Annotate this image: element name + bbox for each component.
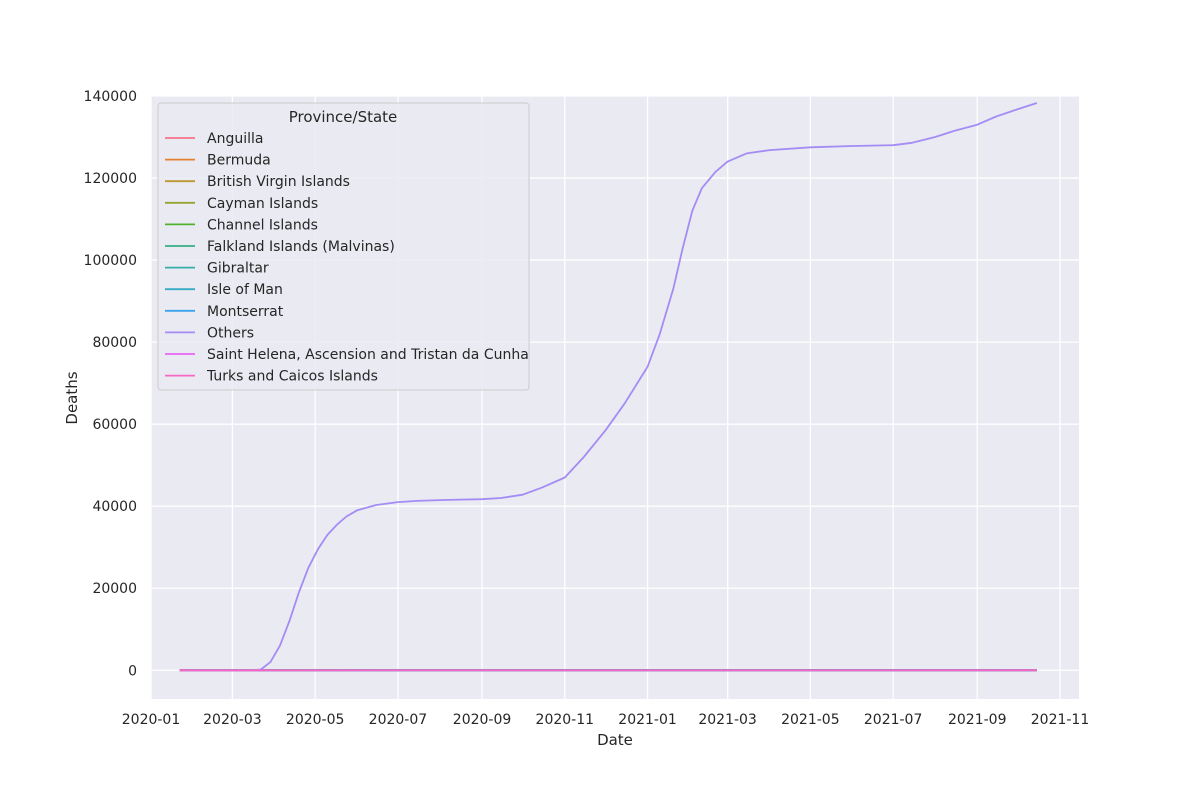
legend-label: Channel Islands — [207, 217, 318, 233]
x-tick-label: 2020-01 — [122, 712, 181, 728]
legend-item: Anguilla — [165, 131, 263, 147]
y-tick-label: 0 — [128, 663, 137, 679]
legend-label: Cayman Islands — [207, 196, 318, 212]
legend-label: Bermuda — [207, 153, 271, 169]
x-tick-label: 2021-11 — [1031, 712, 1090, 728]
legend-label: Turks and Caicos Islands — [206, 369, 378, 385]
x-tick-label: 2020-05 — [286, 712, 345, 728]
legend-item: Channel Islands — [165, 217, 318, 233]
legend-item: Bermuda — [165, 153, 271, 169]
y-tick-label: 100000 — [84, 253, 137, 269]
legend-item: Falkland Islands (Malvinas) — [165, 239, 395, 255]
y-axis-label: Deaths — [63, 371, 81, 424]
legend-item: Gibraltar — [165, 261, 269, 277]
legend-item: Montserrat — [165, 304, 284, 320]
x-tick-label: 2021-07 — [864, 712, 923, 728]
legend-label: Falkland Islands (Malvinas) — [207, 239, 395, 255]
legend-label: Montserrat — [207, 304, 284, 320]
legend-label: Anguilla — [207, 131, 263, 147]
legend-label: Saint Helena, Ascension and Tristan da C… — [207, 347, 529, 363]
legend: Province/State Anguilla Bermuda British Vi… — [157, 102, 530, 391]
y-tick-label: 40000 — [92, 499, 137, 515]
x-tick-label: 2020-09 — [453, 712, 512, 728]
y-tick-label: 80000 — [92, 335, 137, 351]
legend-items: Anguilla Bermuda British Virgin Islands Cay… — [165, 131, 529, 385]
legend-label: Gibraltar — [207, 261, 269, 277]
legend-item: Others — [165, 325, 254, 341]
x-axis-label: Date — [597, 731, 633, 749]
tick-labels: 2020-01 2020-03 2020-05 2020-07 2020-09 2020-… — [84, 89, 1090, 728]
x-tick-label: 2021-03 — [698, 712, 757, 728]
legend-item: Turks and Caicos Islands — [165, 369, 378, 385]
legend-label: Isle of Man — [207, 282, 283, 298]
y-tick-label: 140000 — [84, 89, 137, 105]
x-tick-label: 2020-11 — [536, 712, 595, 728]
legend-item: British Virgin Islands — [165, 174, 350, 190]
series-lines — [179, 102, 1038, 672]
x-tick-label: 2020-07 — [369, 712, 428, 728]
legend-title: Province/State — [289, 108, 398, 126]
series-line-others — [179, 102, 1038, 672]
y-tick-label: 20000 — [92, 581, 137, 597]
legend-box — [157, 102, 530, 391]
legend-label: Others — [207, 325, 254, 341]
x-tick-label: 2021-01 — [618, 712, 677, 728]
x-tick-label: 2020-03 — [203, 712, 262, 728]
x-tick-label: 2021-09 — [948, 712, 1007, 728]
y-tick-label: 120000 — [84, 171, 137, 187]
legend-label: British Virgin Islands — [207, 174, 350, 190]
x-tick-label: 2021-05 — [781, 712, 840, 728]
legend-item: Saint Helena, Ascension and Tristan da C… — [165, 347, 529, 363]
legend-item: Isle of Man — [165, 282, 283, 298]
legend-item: Cayman Islands — [165, 196, 318, 212]
y-tick-label: 60000 — [92, 417, 137, 433]
